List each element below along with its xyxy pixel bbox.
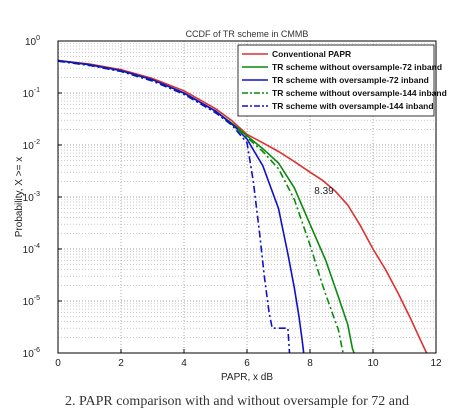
legend-box bbox=[237, 44, 435, 117]
annotation-label: 8.39 bbox=[314, 186, 334, 197]
y-axis-label: Probability, X >= x bbox=[14, 157, 25, 237]
legend-label: TR scheme with oversample-72 inband bbox=[272, 75, 429, 85]
axis-ticks: 0 2 4 6 8 10 12 100 10-1 10-2 10-3 10-4 10-5 10-6 bbox=[23, 35, 442, 369]
legend-label: TR scheme without oversample-144 inband bbox=[272, 88, 447, 98]
series-line bbox=[57, 60, 291, 354]
x-tick-label: 10 bbox=[367, 358, 379, 369]
x-tick-label: 12 bbox=[430, 358, 442, 369]
y-tick-label: 10-6 bbox=[23, 347, 40, 360]
y-tick-label: 100 bbox=[25, 35, 40, 48]
series-lines bbox=[57, 59, 428, 354]
y-tick-label: 10-5 bbox=[23, 295, 40, 308]
x-tick-label: 6 bbox=[244, 358, 250, 369]
x-tick-label: 8 bbox=[307, 358, 313, 369]
legend-label: TR scheme with oversample-144 inband bbox=[272, 101, 434, 111]
y-tick-label: 10-2 bbox=[23, 139, 40, 152]
x-tick-label: 4 bbox=[181, 358, 187, 369]
chart-title: CCDF of TR scheme in CMMB bbox=[186, 29, 309, 39]
legend-label: TR scheme without oversample-72 inband bbox=[272, 62, 442, 72]
y-tick-label: 10-4 bbox=[23, 243, 40, 256]
figure-caption: 2. PAPR comparison with and without over… bbox=[64, 394, 409, 409]
y-tick-label: 10-3 bbox=[23, 191, 40, 204]
series-line bbox=[57, 59, 305, 354]
legend-label: Conventional PAPR bbox=[272, 49, 351, 59]
x-tick-label: 0 bbox=[55, 358, 61, 369]
x-axis-label: PAPR, x dB bbox=[221, 372, 273, 383]
x-tick-label: 2 bbox=[118, 358, 124, 369]
ccdf-chart: 0 2 4 6 8 10 12 100 10-1 10-2 10-3 10-4 10-5 10-6 CCD… bbox=[14, 29, 447, 383]
y-tick-label: 10-1 bbox=[23, 87, 40, 100]
series-line bbox=[57, 59, 428, 354]
legend: Conventional PAPR TR scheme without overs… bbox=[237, 44, 447, 117]
